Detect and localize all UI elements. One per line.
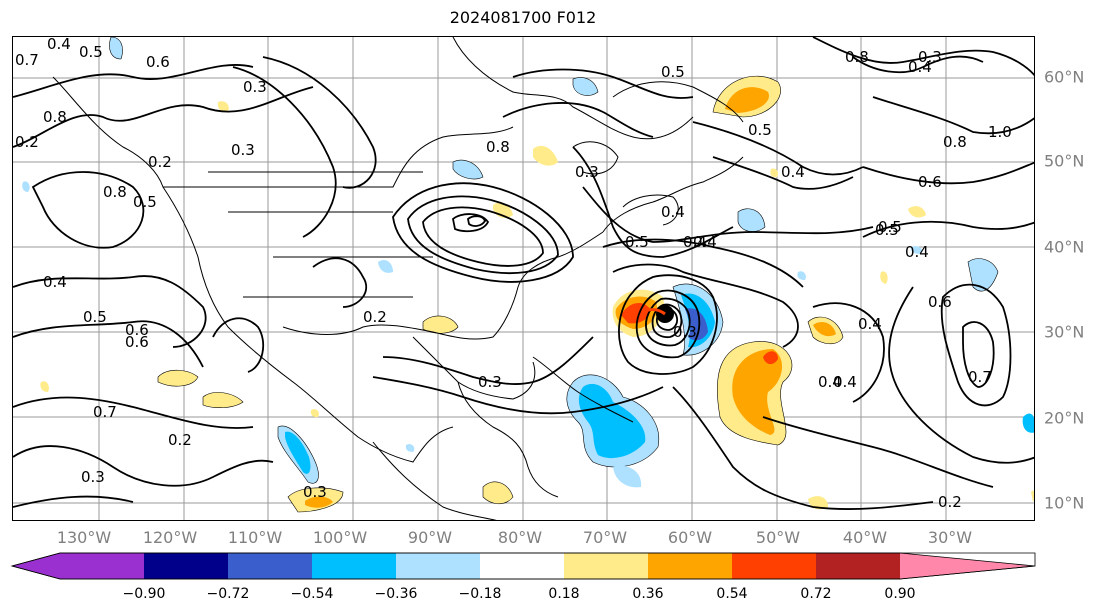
colorbar-tick: 0.54 (716, 586, 748, 602)
contour-label: 0.4 (693, 233, 717, 251)
contour-label: 0.2 (363, 308, 387, 326)
contour-label: 0.3 (303, 483, 327, 501)
contour-label: 0.4 (47, 37, 71, 53)
contour-label: 0.4 (661, 203, 685, 221)
contour-label: 0.5 (83, 308, 107, 326)
contour-label: 0.4 (43, 273, 67, 291)
contour-label: 0.7 (968, 368, 992, 386)
contour-label: 0.4 (858, 315, 882, 333)
contour-label: 0.2 (15, 133, 39, 151)
cyclone-anomaly-streak (642, 308, 666, 316)
contour-lines (13, 37, 1034, 510)
contour-label: 0.5 (878, 218, 902, 236)
lon-label: 100°W (312, 528, 368, 547)
contour-label: 0.6 (146, 53, 170, 71)
lon-label: 80°W (497, 528, 543, 547)
colorbar-tick: 0.36 (632, 586, 664, 602)
contour-label: 0.2 (938, 493, 962, 511)
colorbar-tick: −0.18 (458, 586, 502, 602)
lat-label: 10°N (1044, 493, 1085, 513)
colorbar-tick: −0.36 (374, 586, 418, 602)
colorbar-segment (144, 553, 228, 579)
contour-label: 0.6 (125, 321, 149, 339)
coastlines (52, 37, 744, 520)
lon-label: 50°W (755, 528, 801, 547)
lat-label: 60°N (1044, 67, 1085, 87)
contour-label: 0.4 (818, 373, 842, 391)
colorbar-tick: −0.90 (122, 586, 166, 602)
contour-label: 0.6 (918, 173, 942, 191)
contour-label: 0.7 (93, 403, 117, 421)
contour-label: 0.3 (673, 323, 697, 341)
contour-label: 1.0 (988, 123, 1012, 141)
colorbar-segment (564, 553, 648, 579)
lon-label: 60°W (667, 528, 713, 547)
contour-value-labels: 0.4 0.5 0.6 0.7 0.8 0.2 0.3 0.2 0.3 0.4 … (15, 37, 1012, 511)
contour-label: 0.5 (79, 43, 103, 61)
map-canvas: 0.4 0.5 0.6 0.7 0.8 0.2 0.3 0.2 0.3 0.4 … (13, 37, 1034, 520)
lat-label: 40°N (1044, 237, 1085, 257)
positive-anomaly-fills (40, 75, 1034, 513)
contour-label: 0.3 (243, 78, 267, 96)
graticule (13, 37, 1034, 520)
contour-label: 0.5 (133, 193, 157, 211)
map-title: 2024081700 F012 (449, 8, 597, 27)
contour-label: 0.4 (781, 163, 805, 181)
contour-label: 0.8 (845, 48, 869, 66)
contour-label: 0.4 (683, 233, 707, 251)
colorbar-segment (648, 553, 732, 579)
colorbar-segment (60, 553, 144, 579)
contour-label: 0.6 (125, 333, 149, 351)
contour-label: 0.3 (575, 163, 599, 181)
lon-label: 110°W (227, 528, 283, 547)
lon-label: 40°W (842, 528, 888, 547)
lon-label: 90°W (407, 528, 453, 547)
colorbar-tick: 0.72 (800, 586, 832, 602)
lat-label: 20°N (1044, 408, 1085, 428)
colorbar-tick: 0.90 (884, 586, 916, 602)
contour-label: 0.3 (231, 141, 255, 159)
colorbar-tick: −0.54 (290, 586, 334, 602)
colorbar (10, 552, 1036, 580)
contour-label: 0.3 (478, 373, 502, 391)
contour-label: 0.8 (943, 133, 967, 151)
lon-label: 120°W (142, 528, 198, 547)
lon-label: 130°W (56, 528, 112, 547)
contour-label: 0.5 (748, 121, 772, 139)
colorbar-segment (396, 553, 480, 579)
colorbar-segment (816, 553, 900, 579)
colorbar-segment (480, 553, 564, 579)
contour-label: 0.5 (661, 63, 685, 81)
contour-label: 0.2 (168, 431, 192, 449)
colorbar-tick: 0.18 (548, 586, 580, 602)
contour-label: 0.8 (103, 183, 127, 201)
map-panel: 0.4 0.5 0.6 0.7 0.8 0.2 0.3 0.2 0.3 0.4 … (12, 36, 1035, 521)
contour-label: 0.2 (148, 153, 172, 171)
colorbar-extend-min (12, 553, 60, 579)
contour-label: 0.4 (833, 373, 857, 391)
contour-label: 0.7 (15, 51, 39, 69)
colorbar-segment (228, 553, 312, 579)
contour-label: 0.5 (625, 233, 649, 251)
contour-label: 0.6 (928, 293, 952, 311)
lon-label: 30°W (927, 528, 973, 547)
lat-label: 50°N (1044, 151, 1085, 171)
colorbar-segment (312, 553, 396, 579)
colorbar-tick: −0.72 (206, 586, 250, 602)
contour-label: 0.4 (905, 243, 929, 261)
contour-label: 0.3 (918, 48, 942, 66)
contour-label: 0.4 (908, 58, 932, 76)
contour-label: 0.8 (43, 108, 67, 126)
contour-label: 0.5 (875, 221, 899, 239)
lon-label: 70°W (582, 528, 628, 547)
colorbar-extend-max (900, 553, 1035, 579)
colorbar-segment (732, 553, 816, 579)
contour-label: 0.3 (81, 468, 105, 486)
lat-label: 30°N (1044, 322, 1085, 342)
contour-label: 0.8 (486, 138, 510, 156)
